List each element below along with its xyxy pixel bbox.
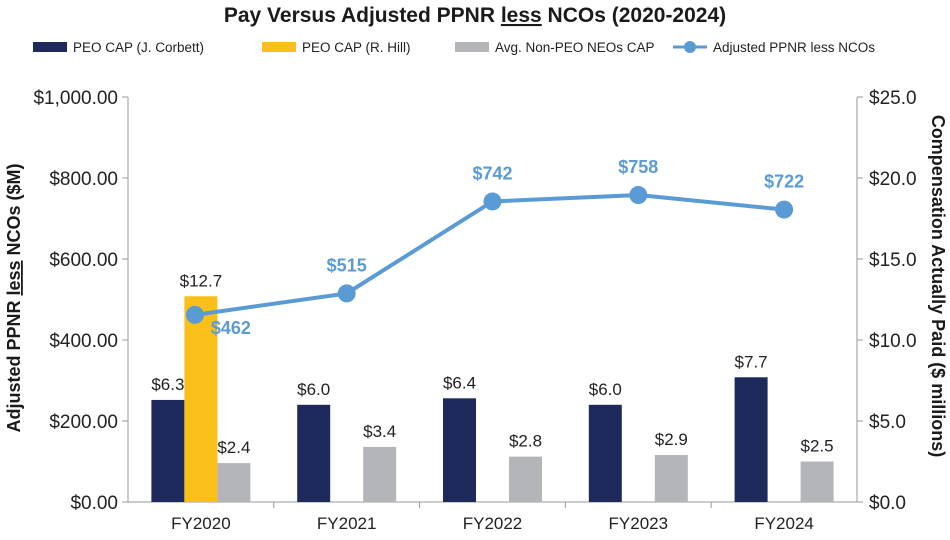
left-tick-label: $1,000.00 — [33, 88, 118, 109]
bar-value-label: $2.9 — [655, 430, 688, 449]
right-tick-label: $0.0 — [869, 493, 906, 514]
left-tick-label: $200.00 — [49, 412, 118, 433]
bar-value-label: $2.8 — [509, 432, 542, 451]
legend-label: Avg. Non-PEO NEOs CAP — [495, 40, 655, 55]
legend-label: PEO CAP (J. Corbett) — [73, 40, 204, 55]
bar-value-label: $2.5 — [801, 437, 834, 456]
right-axis-title: Compensation Actually Paid ($ millions) — [928, 115, 948, 457]
line-point — [775, 200, 794, 219]
data-labels: $6.3 $12.7 $2.4 $6.0 $3.4 $6.4 $2.8 $6.0 $2.9 $7.… — [151, 157, 833, 457]
line-value-label: $462 — [211, 318, 251, 338]
bar — [151, 399, 185, 502]
bars — [151, 296, 834, 502]
legend-label: Adjusted PPNR less NCOs — [713, 40, 875, 55]
bar-value-label: $6.0 — [589, 380, 622, 399]
legend-swatch — [262, 42, 296, 52]
line-series — [185, 186, 794, 324]
legend-marker — [684, 41, 696, 53]
legend-swatch — [33, 42, 67, 52]
bar — [654, 455, 688, 502]
bar — [297, 404, 331, 502]
right-tick-label: $5.0 — [869, 412, 906, 433]
bar-value-label: $7.7 — [735, 352, 768, 371]
category-label: FY2024 — [754, 514, 814, 533]
line-value-label: $758 — [618, 157, 658, 177]
line-path — [194, 193, 785, 317]
axes: $0.00 $200.00 $400.00 $600.00 $800.00 $1,000.… — [33, 88, 916, 533]
right-tick-label: $15.0 — [869, 250, 917, 271]
bar-value-label: $6.0 — [297, 380, 330, 399]
line-point — [185, 305, 204, 324]
bar — [800, 461, 834, 502]
line-point — [337, 284, 356, 303]
line-value-label: $515 — [327, 255, 367, 275]
line-value-label: $742 — [472, 163, 512, 183]
right-tick-label: $25.0 — [869, 88, 917, 109]
legend: PEO CAP (J. Corbett) PEO CAP (R. Hill) Avg… — [33, 40, 875, 55]
bar — [184, 296, 218, 502]
bar — [588, 404, 622, 502]
line-point — [483, 192, 502, 211]
category-label: FY2020 — [171, 514, 231, 533]
bar — [509, 456, 542, 502]
chart-title: Pay Versus Adjusted PPNR less NCOs (2020… — [224, 4, 726, 27]
bar-value-label: $3.4 — [363, 422, 396, 441]
bar-value-label: $6.4 — [443, 373, 476, 392]
bar-value-label: $2.4 — [217, 438, 250, 457]
bar — [363, 446, 397, 502]
right-tick-label: $10.0 — [869, 331, 917, 352]
bar-value-label: $12.7 — [180, 271, 223, 290]
bar — [443, 398, 476, 502]
left-tick-label: $400.00 — [49, 331, 118, 352]
legend-swatch — [455, 42, 489, 52]
left-tick-label: $600.00 — [49, 250, 118, 271]
right-tick-label: $20.0 — [869, 169, 917, 190]
left-tick-label: $0.00 — [70, 493, 118, 514]
category-label: FY2022 — [463, 514, 523, 533]
bar-value-label: $6.3 — [151, 375, 184, 394]
bar — [217, 463, 251, 502]
legend-label: PEO CAP (R. Hill) — [302, 40, 411, 55]
category-label: FY2021 — [317, 514, 377, 533]
left-axis-title: Adjusted PPNR less NCOs ($M) — [4, 163, 24, 432]
line-value-label: $722 — [764, 172, 804, 192]
category-label: FY2023 — [609, 514, 669, 533]
left-tick-label: $800.00 — [49, 169, 118, 190]
line-point — [629, 186, 648, 205]
bar — [734, 377, 768, 502]
